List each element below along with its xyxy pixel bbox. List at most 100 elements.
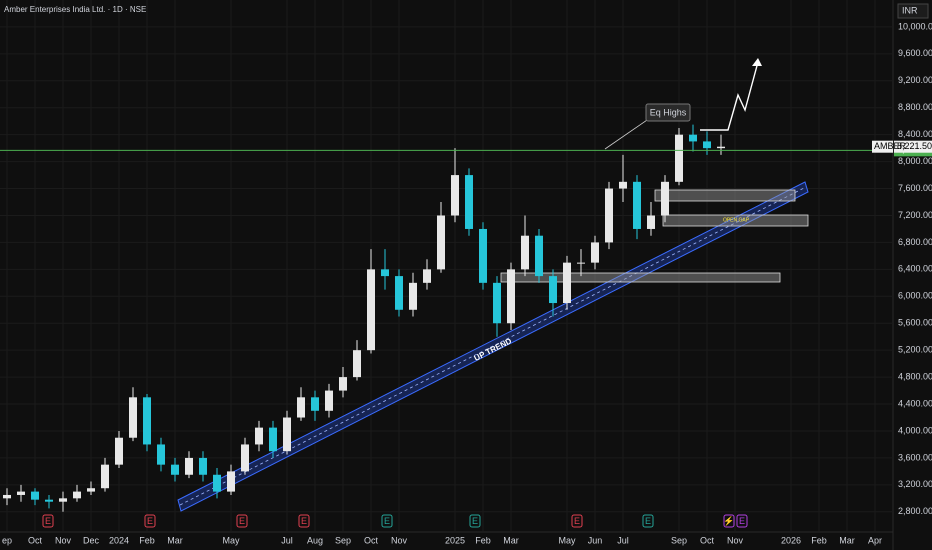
x-tick-label: ep — [2, 535, 12, 545]
event-marker[interactable] — [381, 514, 393, 528]
x-tick-label: Sep — [335, 535, 351, 545]
candle-body — [283, 417, 291, 452]
candle-body — [213, 474, 221, 492]
candle-body — [549, 276, 557, 304]
x-tick-label: Apr — [868, 535, 882, 545]
event-marker[interactable] — [723, 514, 735, 528]
price-label: 8,221.50 — [897, 141, 932, 151]
candle-body — [199, 457, 207, 475]
x-tick-label: Oct — [364, 535, 379, 545]
symbol-label: AMBER — [874, 141, 907, 151]
event-label: E — [384, 516, 390, 526]
event-marker[interactable] — [469, 514, 481, 528]
event-marker[interactable] — [144, 514, 156, 528]
event-marker[interactable] — [736, 514, 748, 528]
event-marker[interactable] — [642, 514, 654, 528]
candle-body — [157, 444, 165, 465]
event-marker[interactable] — [236, 514, 248, 528]
y-tick-label: 5,600.00 — [898, 318, 932, 328]
x-tick-label: Mar — [839, 535, 855, 545]
y-tick-label: 2,800.00 — [898, 506, 932, 516]
callout-line — [604, 117, 651, 150]
annotation: OPEN GAP — [723, 217, 750, 223]
x-tick-label: Sep — [671, 535, 687, 545]
y-tick-label: 8,800.00 — [898, 102, 932, 112]
candle-body — [395, 276, 403, 310]
currency-box[interactable] — [897, 3, 929, 19]
candle-body — [353, 350, 361, 378]
y-tick-label: 7,200.00 — [898, 210, 932, 220]
candle-body — [535, 235, 543, 277]
candle-body — [241, 444, 249, 472]
candle-body — [143, 397, 151, 445]
zone — [654, 189, 796, 202]
candle-body — [661, 181, 669, 216]
candle-body — [227, 471, 235, 492]
candle-body — [339, 377, 347, 391]
candle-body — [451, 175, 459, 216]
candle-body — [129, 397, 137, 438]
candle-body — [45, 499, 53, 502]
callout-box — [645, 103, 691, 122]
candle-body — [675, 134, 683, 182]
x-tick-label: May — [558, 535, 576, 545]
event-label: E — [574, 516, 580, 526]
event-label: E — [45, 516, 51, 526]
candle-body — [31, 491, 39, 500]
candle-body — [563, 262, 571, 304]
candle-body — [269, 427, 277, 452]
candle-body — [493, 282, 501, 324]
x-tick-label: 2026 — [781, 535, 801, 545]
y-tick-label: 6,800.00 — [898, 237, 932, 247]
event-label: E — [645, 516, 651, 526]
candle-body — [73, 491, 81, 499]
symbol-tag — [872, 140, 893, 153]
x-tick-label: Oct — [700, 535, 715, 545]
event-marker[interactable] — [42, 514, 54, 528]
candle-body — [87, 488, 95, 492]
event-marker[interactable] — [571, 514, 583, 528]
candle-body — [479, 228, 487, 283]
event-marker[interactable] — [298, 514, 310, 528]
candle-body — [577, 262, 585, 264]
x-tick-label: 2025 — [445, 535, 465, 545]
x-tick-label: Feb — [475, 535, 491, 545]
candle-body — [423, 269, 431, 283]
price-tag — [894, 140, 932, 153]
x-tick-label: May — [222, 535, 240, 545]
y-tick-label: 5,200.00 — [898, 345, 932, 355]
candle-body — [171, 464, 179, 475]
currency[interactable]: INR — [902, 5, 918, 15]
candle-body — [17, 491, 25, 495]
candle-body — [297, 397, 305, 418]
x-tick-label: Nov — [55, 535, 72, 545]
x-tick-label: Nov — [391, 535, 408, 545]
candle-body — [367, 269, 375, 351]
candle-body — [101, 464, 109, 489]
y-tick-label: 4,000.00 — [898, 425, 932, 435]
x-tick-label: Oct — [28, 535, 43, 545]
x-tick-label: Aug — [307, 535, 323, 545]
x-tick-label: Mar — [503, 535, 519, 545]
candle-body — [619, 181, 627, 189]
plot — [3, 124, 725, 512]
candle-body — [605, 188, 613, 243]
candle-body — [325, 390, 333, 411]
event-label: E — [301, 516, 307, 526]
x-tick-label: Feb — [811, 535, 827, 545]
y-tick-label: 9,600.00 — [898, 48, 932, 58]
y-tick-label: 8,400.00 — [898, 129, 932, 139]
x-tick-label: Feb — [139, 535, 155, 545]
arrow-head — [752, 58, 762, 66]
y-tick-label: 10,000.00 — [898, 21, 932, 31]
projection-arrow — [700, 61, 759, 131]
x-tick-label: Jul — [617, 535, 629, 545]
y-tick-label: 4,400.00 — [898, 398, 932, 408]
y-tick-label: 3,600.00 — [898, 452, 932, 462]
candle-body — [3, 494, 11, 499]
candle-body — [689, 134, 697, 142]
annotation: Eq Highs — [650, 107, 687, 117]
